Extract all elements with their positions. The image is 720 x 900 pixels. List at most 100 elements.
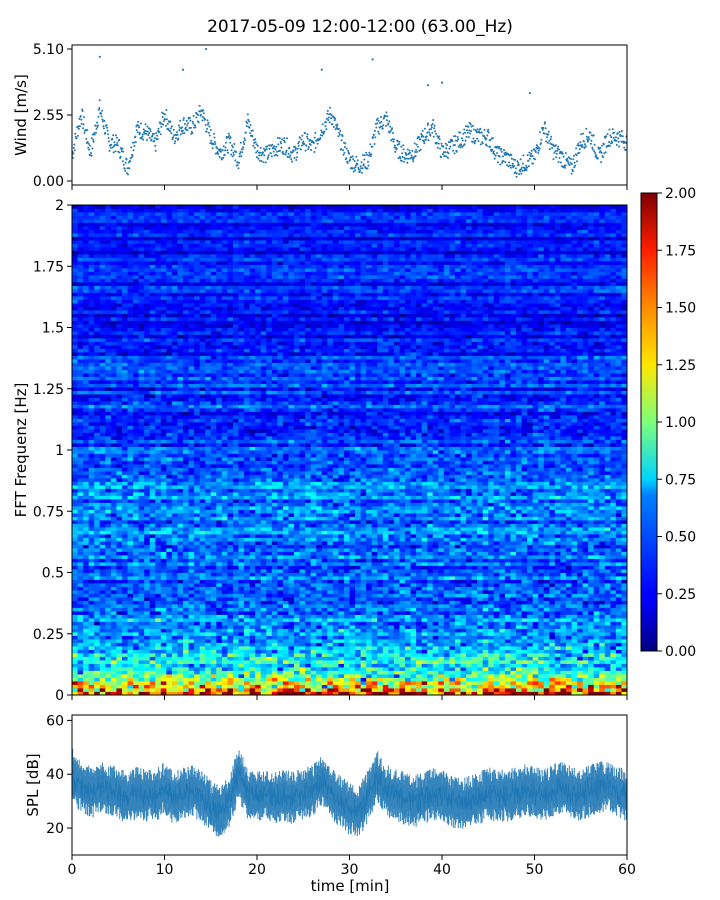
spectrogram-cell [77,562,84,566]
spectrogram-cell [210,639,217,643]
spectrogram-cell [282,604,289,608]
spectrogram-cell [99,569,106,573]
wind-point [564,152,567,155]
wind-point [531,155,534,157]
spectrogram-cell [288,614,295,619]
spectrogram-cell [266,632,273,636]
spectrogram-cell [460,579,467,584]
spectrogram-cell [527,614,534,619]
spectrogram-cell [194,677,201,682]
spectrogram-cell [449,572,456,577]
spectrogram-cell [138,635,145,640]
spectrogram-cell [577,621,583,626]
spectrogram-cell [593,600,600,605]
spectrogram-cell [255,576,262,580]
spectrogram-cell [188,576,195,580]
spectrogram-cell [338,565,345,570]
spectrogram-cell [443,611,450,615]
spectrogram-cell [310,590,317,594]
spectrogram-cell [205,656,212,661]
spectrogram-cell [405,674,411,678]
spectrogram-cell [427,565,434,570]
wind-point [175,137,178,140]
spectrogram-cell [88,688,95,692]
spectrogram-cell [510,684,517,689]
spectrogram-cell [188,670,195,675]
spectrogram-cell [72,562,78,566]
spectrogram-cell [133,656,139,661]
spectrogram-cell [516,576,522,580]
spectrogram-cell [210,572,217,577]
spectrogram-cell [155,586,162,591]
spectrogram-cell [288,565,295,570]
spectrogram-cell [466,593,472,598]
spectrogram-cell [216,656,223,661]
spectrogram-cell [538,688,545,692]
spectrogram-cell [221,604,228,608]
spectrogram-cell [110,604,117,608]
spectrogram-cell [149,625,156,629]
spectrogram-cell [543,628,550,633]
spectrogram-cell [543,621,550,626]
spectrogram-cell [482,576,489,580]
wind-point [86,140,89,143]
spectrogram-cell [349,691,356,696]
spectrogram-cell [510,586,517,591]
spectrogram-cell [121,681,128,685]
spectrogram-cell [177,604,184,608]
spectrogram-cell [593,635,600,640]
wind-point [596,157,599,160]
spectrogram-cell [460,569,467,573]
wind-point [218,155,221,158]
spectrogram-cell [549,688,556,692]
wind-point [249,132,252,135]
spectrogram-cell [343,670,350,675]
spectrogram-cell [282,621,289,626]
spectrogram-cell [183,691,189,696]
spectrogram-cell [510,688,517,692]
spectrogram-cell [432,625,439,629]
spectrogram-cell [155,600,162,605]
spectrogram-cell [277,597,284,601]
spectrogram-cell [388,611,395,615]
spectrogram-cell [493,618,500,622]
spectrogram-cell [393,656,400,661]
spectrogram-cell [577,677,583,682]
spectrogram-cell [171,667,178,671]
wind-point [233,143,236,145]
wind-point [370,153,373,156]
spectrogram-cell [393,670,400,675]
spectrogram-cell [421,593,428,598]
spectrogram-cell [488,628,495,633]
spectrogram-cell [493,649,500,654]
spectrogram-cell [405,642,411,647]
spectrogram-cell [221,642,228,647]
spectrogram-cell [493,583,500,587]
spectrogram-cell [560,618,567,622]
spectrogram-cell [538,625,545,629]
wind-point [398,140,401,143]
spectrogram-cell [127,562,134,566]
spectrogram-cell [221,572,228,577]
spectrogram-cell [199,684,206,689]
spectrogram-cell [460,621,467,626]
spectrogram-cell [316,688,323,692]
spectrogram-cell [460,635,467,640]
wind-point [463,128,466,131]
spectrogram-cell [110,681,117,685]
spectrogram-cell [83,642,90,647]
spectrogram-cell [260,646,267,650]
wind-point [288,156,291,159]
spectrogram-cell [427,677,434,682]
wind-point [483,128,486,131]
spectrogram-cell [405,597,411,601]
spectrogram-cell [432,618,439,622]
spectrogram-cell [83,590,90,594]
wind-point [517,163,520,166]
spectrogram-cell [199,590,206,594]
spectrogram-cell [221,614,228,619]
wind-point [546,141,549,144]
spectrogram-cell [188,639,195,643]
spectrogram-cell [99,663,106,668]
spectrogram-cell [277,607,284,612]
